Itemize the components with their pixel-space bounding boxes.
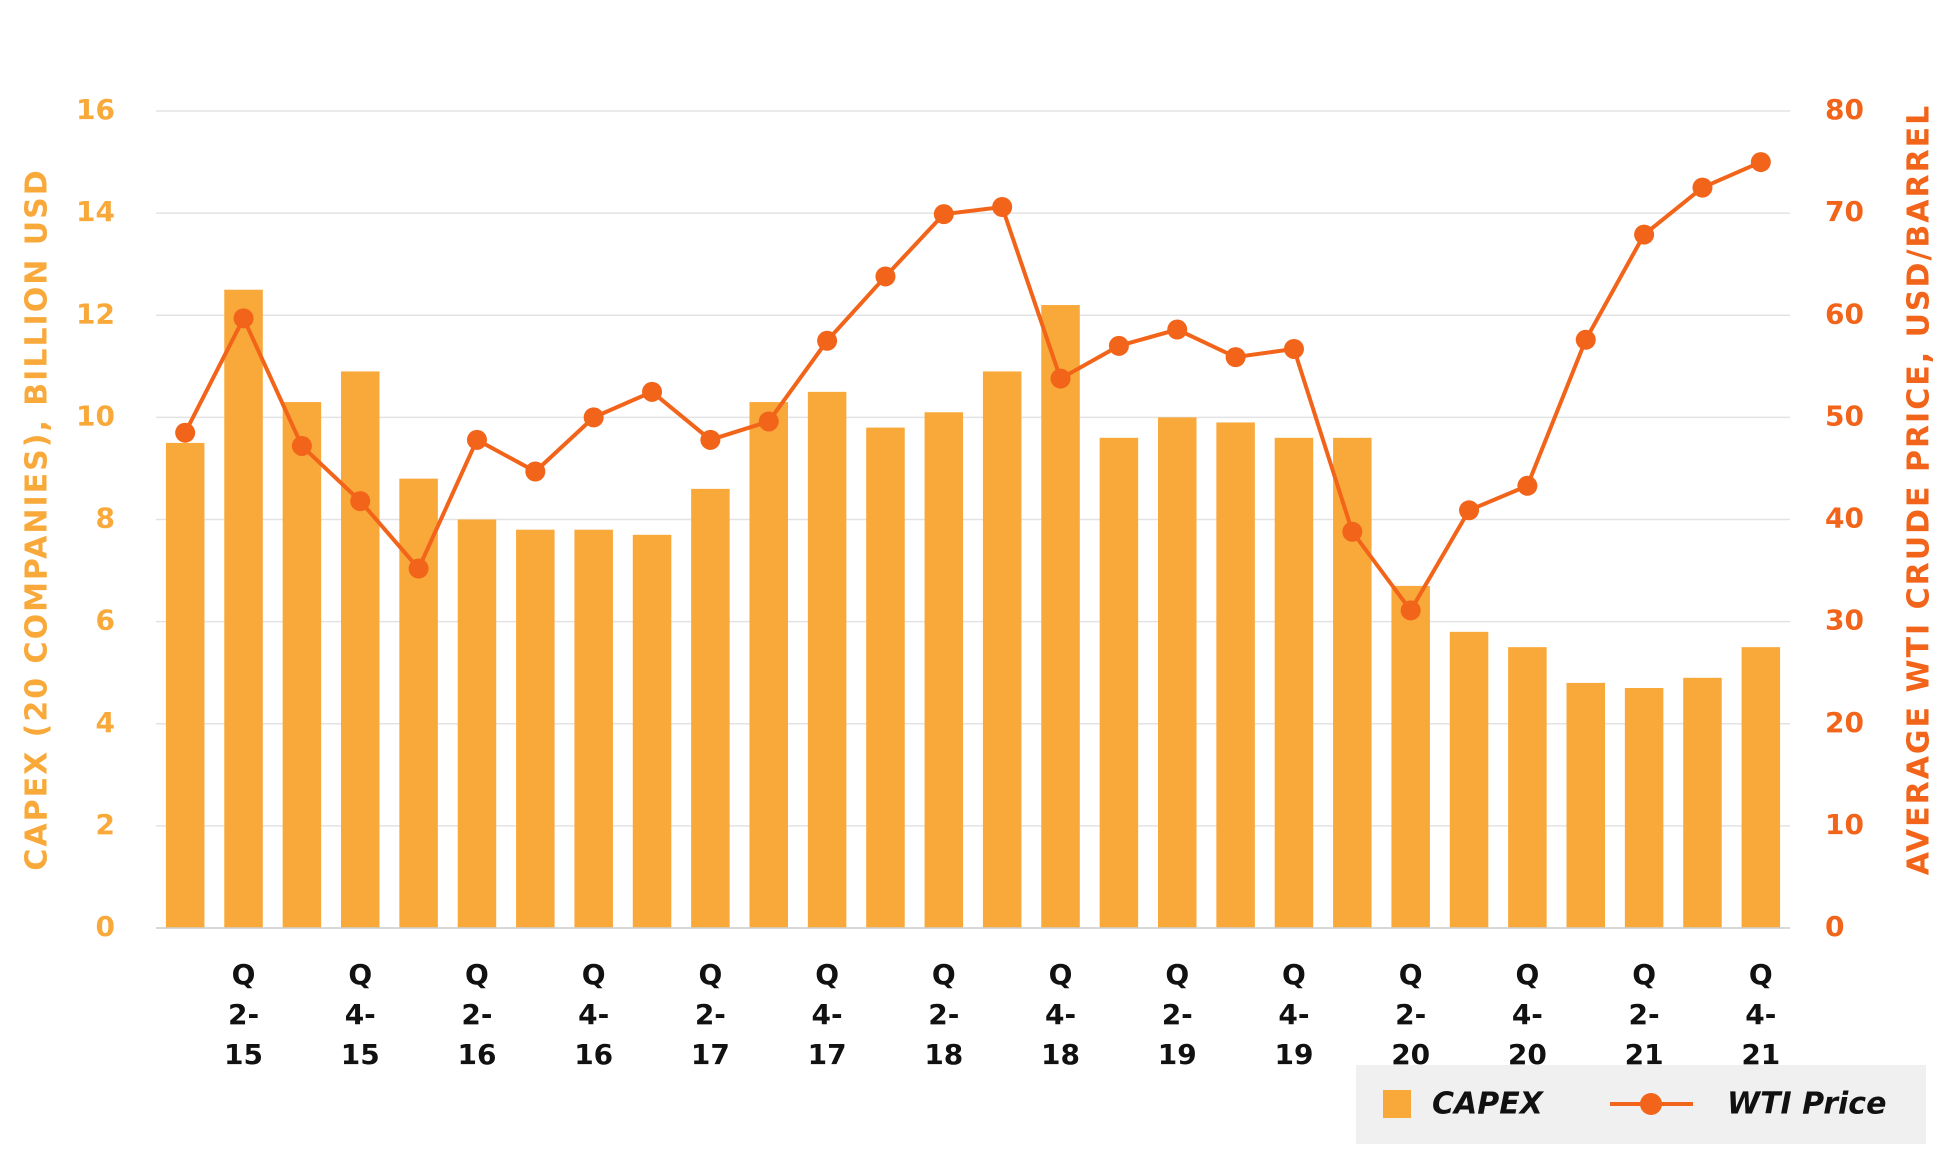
y-tick-label: 8	[96, 502, 115, 535]
x-tick-label: Q4-15	[340, 958, 380, 1071]
line-point	[1634, 224, 1655, 245]
line-point	[408, 558, 429, 579]
y2-tick-label: 50	[1825, 399, 1864, 432]
x-tick-label: Q2-15	[224, 958, 264, 1071]
y2-tick-label: 80	[1825, 93, 1864, 126]
line-point	[1342, 521, 1363, 542]
bar	[1624, 688, 1664, 928]
y-tick-label: 16	[76, 93, 115, 126]
bar	[1741, 647, 1781, 928]
x-tick-label: Q2-18	[924, 958, 964, 1071]
y2-tick-label: 70	[1825, 195, 1864, 228]
x-tick-label: Q4-19	[1274, 958, 1314, 1071]
line-point	[1459, 500, 1480, 521]
bar	[807, 391, 847, 928]
line-point	[1167, 319, 1188, 340]
y-tick-label: 4	[96, 706, 115, 739]
line-point	[175, 422, 196, 443]
bar	[1566, 682, 1606, 928]
line-point	[1750, 152, 1771, 173]
y-tick-label: 10	[76, 399, 115, 432]
bar	[1157, 417, 1197, 928]
bar	[1216, 422, 1255, 928]
line-point	[933, 204, 954, 225]
bar	[866, 427, 905, 928]
line	[183, 160, 1762, 615]
line-point	[466, 429, 487, 450]
legend-swatch	[1383, 1090, 1411, 1118]
y2-tick-label: 20	[1825, 706, 1864, 739]
x-tick-label: Q4-21	[1741, 958, 1781, 1071]
y2-axis-title: AVERAGE WTI CRUDE PRICE, USD/BARREL	[1902, 104, 1937, 876]
bar	[1041, 305, 1080, 929]
legend-label: CAPEX	[1432, 1087, 1545, 1122]
line-point	[233, 308, 254, 329]
x-tick-label: Q2-20	[1391, 958, 1431, 1071]
x-tick-label: Q2-17	[690, 958, 730, 1071]
bar	[924, 412, 964, 928]
line-point	[875, 266, 896, 287]
bar	[1274, 437, 1314, 928]
bar	[1099, 437, 1139, 928]
bar	[982, 371, 1022, 928]
line-point	[642, 381, 663, 402]
y2-tick-label: 40	[1825, 502, 1864, 535]
bar	[516, 529, 555, 928]
bar	[224, 289, 263, 928]
x-tick-label: Q4-17	[807, 958, 847, 1071]
bar	[1449, 631, 1489, 928]
line-point	[700, 429, 721, 450]
x-tick-label: Q4-16	[574, 958, 614, 1071]
bar	[282, 402, 322, 928]
line-point	[758, 411, 779, 432]
line-point	[817, 330, 838, 351]
x-tick-label: Q2-19	[1157, 958, 1197, 1071]
y-tick-label: 0	[96, 910, 115, 943]
bar	[1508, 647, 1547, 928]
line-point	[291, 435, 312, 456]
y2-tick-label: 10	[1825, 808, 1864, 841]
y-tick-label: 12	[76, 297, 115, 330]
line-point	[992, 196, 1013, 217]
line-point	[1400, 600, 1421, 621]
x-tick-label: Q2-21	[1624, 958, 1664, 1071]
bar	[165, 442, 205, 928]
legend-marker	[1640, 1093, 1662, 1115]
line-point	[1050, 368, 1071, 389]
bar	[1333, 437, 1372, 928]
bar	[749, 402, 789, 928]
line-point	[1692, 177, 1713, 198]
line-point	[1225, 347, 1246, 368]
line-point	[583, 407, 604, 428]
bar	[632, 534, 672, 928]
bar	[574, 529, 613, 928]
bar	[340, 371, 380, 928]
line-point	[1517, 475, 1538, 496]
bar	[399, 478, 438, 928]
line-point	[1283, 338, 1304, 359]
bar	[1683, 677, 1722, 928]
y-axis-title: CAPEX (20 COMPANIES), BILLION USD	[20, 168, 55, 870]
y2-tick-label: 30	[1825, 604, 1864, 637]
x-tick-label: Q2-16	[457, 958, 497, 1071]
y-tick-label: 2	[96, 808, 115, 841]
y-tick-label: 14	[76, 195, 115, 228]
y-tick-label: 6	[96, 604, 115, 637]
legend-label: WTI Price	[1727, 1087, 1886, 1122]
y2-tick-label: 60	[1825, 297, 1864, 330]
bar	[457, 519, 497, 928]
y2-tick-label: 0	[1825, 910, 1844, 943]
x-tick-label: Q4-18	[1041, 958, 1081, 1071]
line-point	[350, 491, 371, 512]
x-tick-label: Q4-20	[1507, 958, 1547, 1071]
bar	[1391, 585, 1430, 928]
line-point	[1108, 335, 1129, 356]
line-point	[525, 461, 546, 482]
bar	[691, 488, 730, 928]
line-point	[1575, 329, 1596, 350]
